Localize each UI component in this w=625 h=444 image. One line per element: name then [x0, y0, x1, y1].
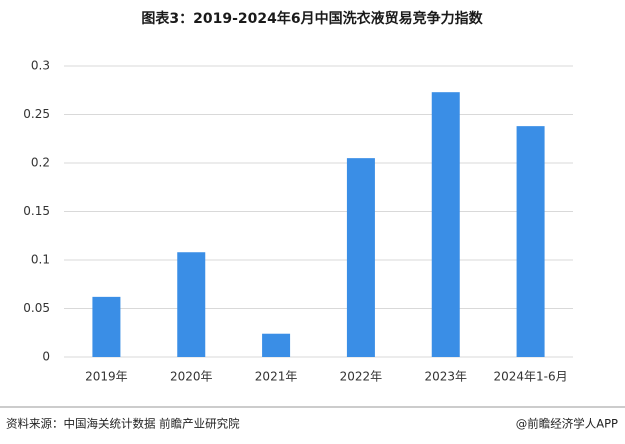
y-tick-label: 0.2	[31, 156, 50, 170]
bar	[346, 158, 375, 357]
bar	[516, 126, 545, 357]
y-tick-label: 0.1	[31, 253, 50, 267]
y-tick-label: 0	[42, 350, 50, 364]
x-tick-label: 2020年	[170, 370, 213, 384]
y-tick-label: 0.05	[23, 301, 50, 315]
bar	[177, 252, 206, 357]
y-tick-label: 0.25	[23, 107, 50, 121]
bar	[431, 92, 460, 357]
y-tick-label: 0.15	[23, 204, 50, 218]
x-tick-label: 2022年	[340, 370, 383, 384]
x-tick-label: 2021年	[255, 370, 298, 384]
x-tick-label: 2023年	[424, 370, 467, 384]
x-tick-label: 2019年	[85, 370, 128, 384]
bar	[262, 333, 291, 357]
source: 资料来源：中国海关统计数据 前瞻产业研究院	[6, 417, 240, 431]
chart-title: 图表3：2019-2024年6月中国洗衣液贸易竞争力指数	[141, 10, 483, 27]
credit: @前瞻经济学人APP	[516, 417, 618, 431]
bar	[92, 296, 121, 357]
x-tick-label: 2024年1-6月	[494, 370, 568, 384]
y-tick-label: 0.3	[31, 59, 50, 73]
